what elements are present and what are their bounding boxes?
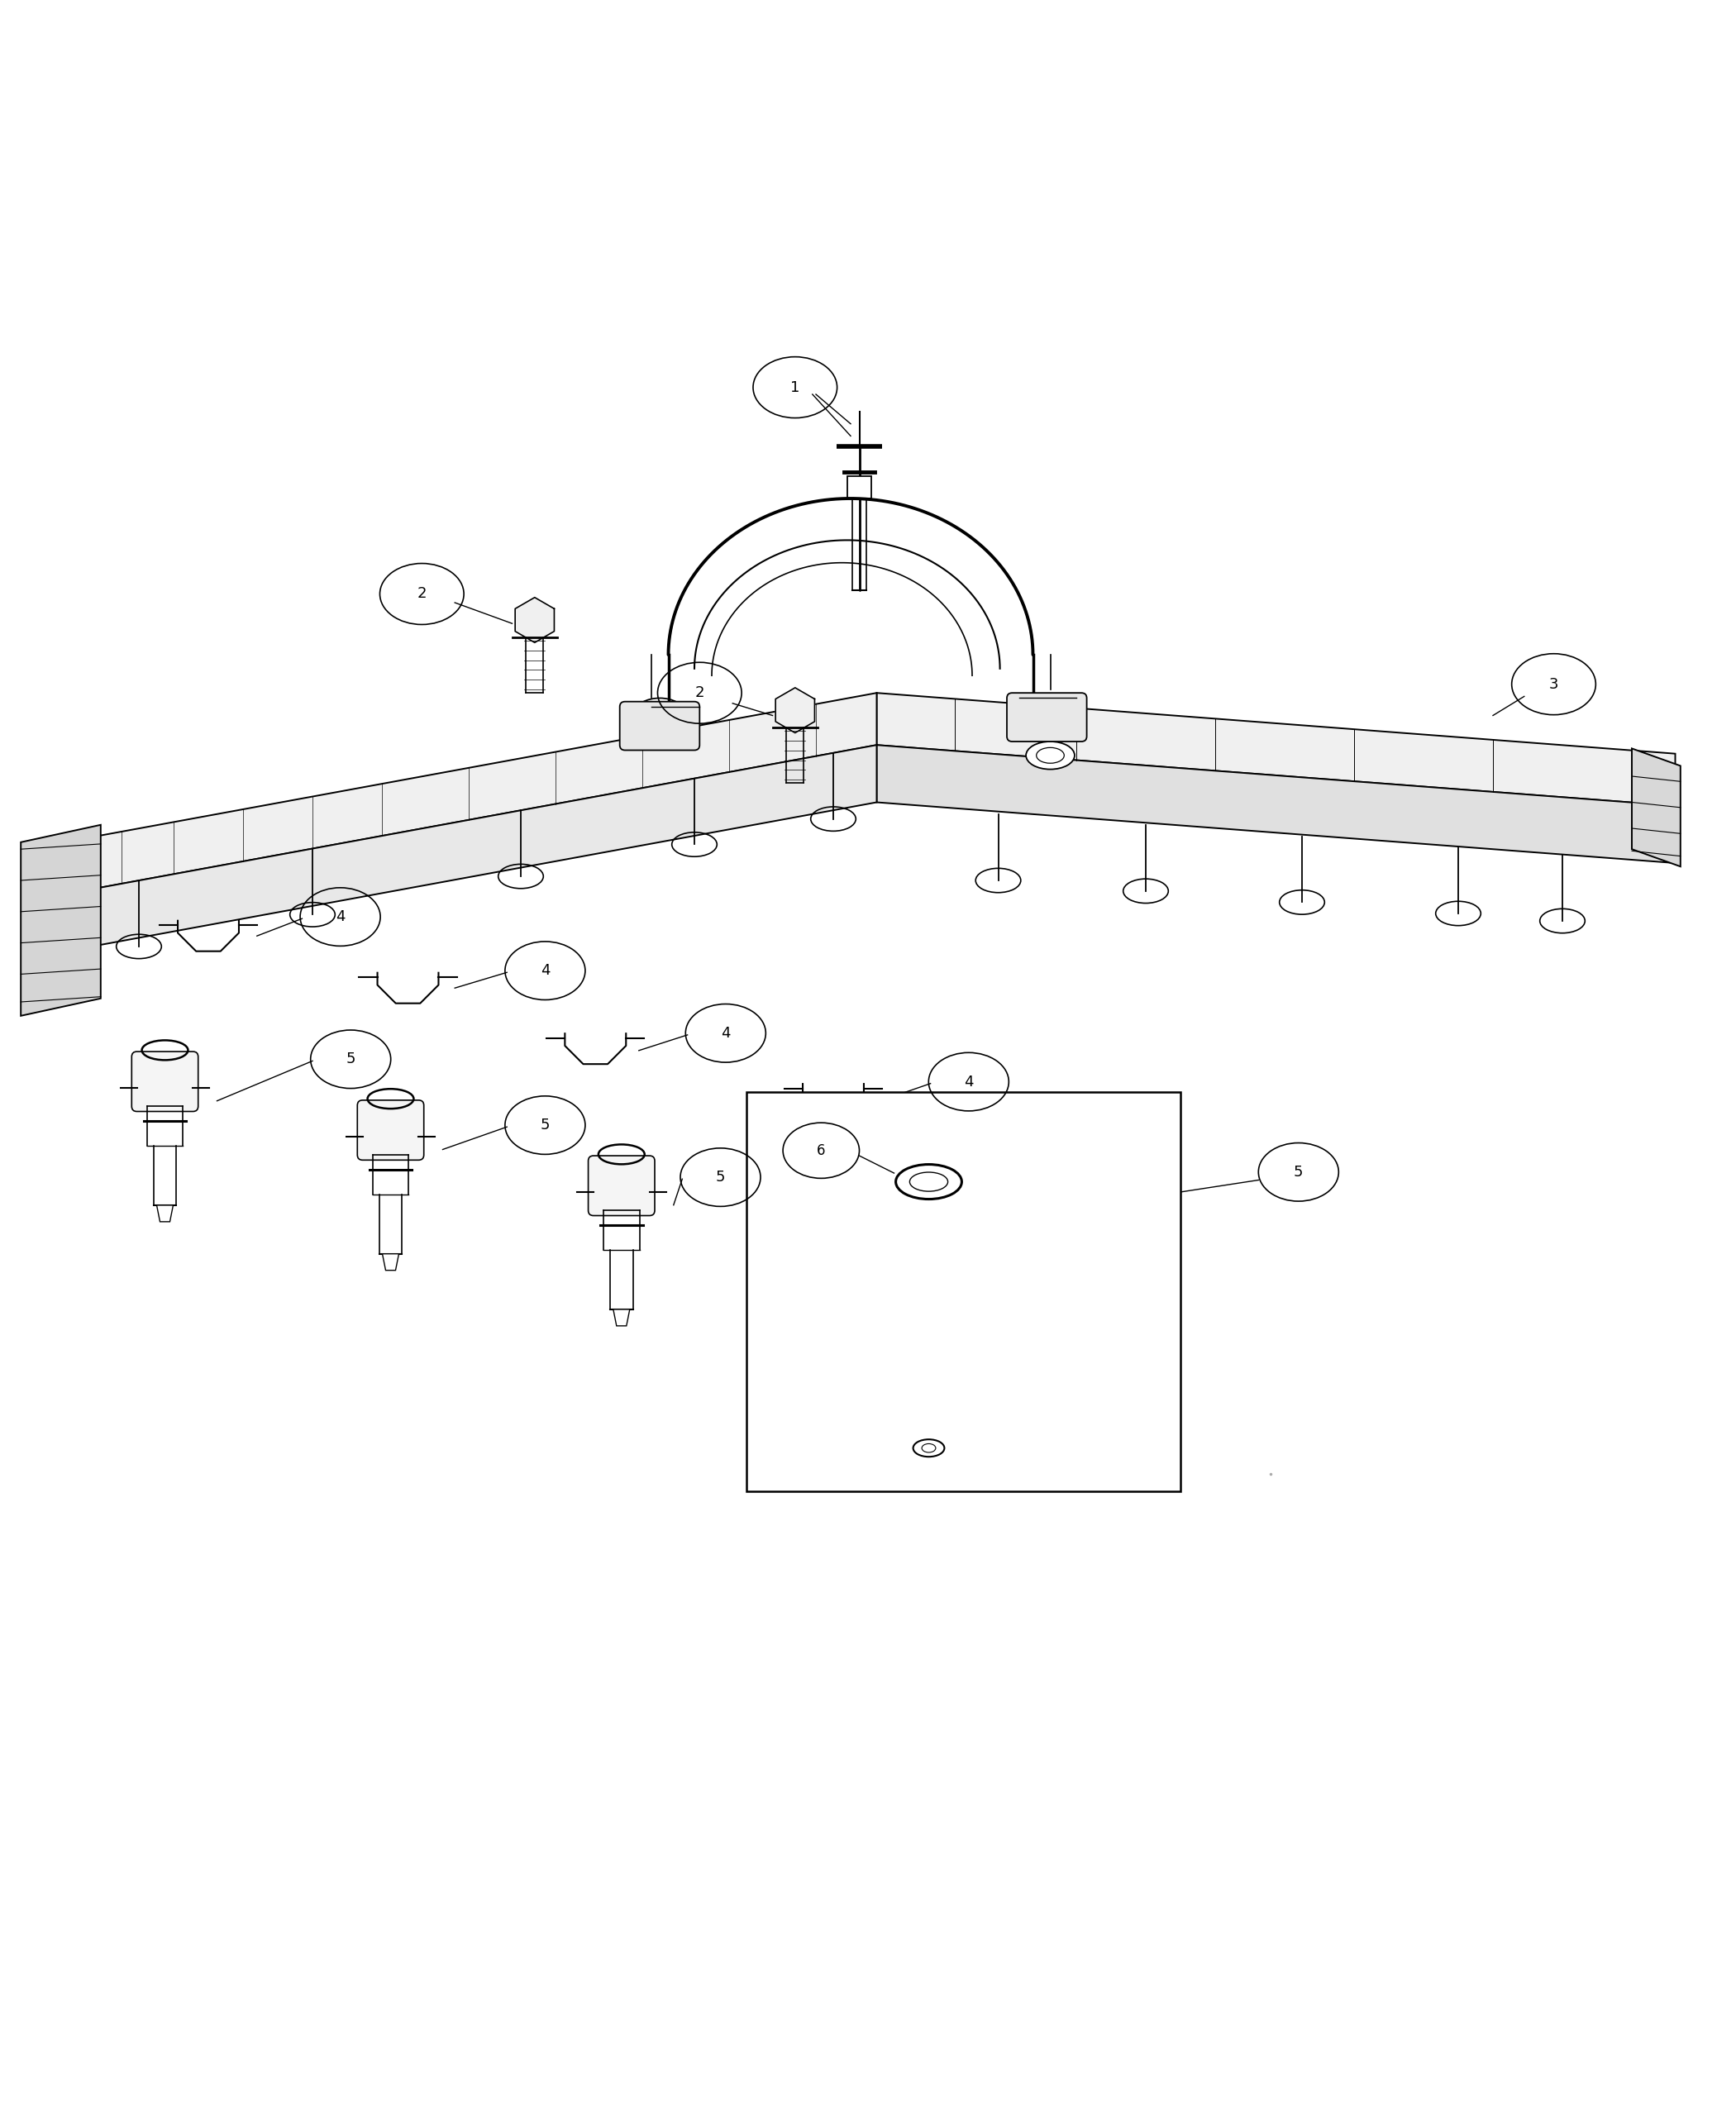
Text: 5: 5 — [345, 1052, 356, 1067]
FancyBboxPatch shape — [1007, 694, 1087, 742]
Polygon shape — [877, 744, 1675, 862]
FancyBboxPatch shape — [132, 1052, 198, 1111]
FancyBboxPatch shape — [898, 1246, 960, 1303]
FancyBboxPatch shape — [589, 1155, 654, 1216]
Text: 1: 1 — [790, 379, 800, 394]
Text: 4: 4 — [720, 1027, 731, 1041]
Polygon shape — [21, 824, 101, 1016]
FancyBboxPatch shape — [620, 702, 700, 750]
Polygon shape — [1632, 748, 1680, 866]
Text: 4: 4 — [335, 909, 345, 923]
Polygon shape — [922, 1389, 936, 1404]
Text: 6: 6 — [818, 1143, 826, 1157]
Ellipse shape — [635, 698, 684, 725]
Ellipse shape — [913, 1440, 944, 1457]
FancyBboxPatch shape — [847, 476, 871, 497]
Polygon shape — [877, 694, 1675, 805]
Polygon shape — [804, 1339, 821, 1353]
Polygon shape — [776, 687, 814, 734]
Text: 5: 5 — [1293, 1164, 1304, 1180]
Text: 5: 5 — [540, 1117, 550, 1132]
Polygon shape — [156, 1206, 174, 1223]
Text: 4: 4 — [540, 963, 550, 978]
Text: 2: 2 — [694, 685, 705, 700]
Text: 3: 3 — [1549, 677, 1559, 691]
Text: 2: 2 — [417, 586, 427, 601]
Polygon shape — [382, 1254, 399, 1271]
FancyBboxPatch shape — [779, 1189, 845, 1248]
Polygon shape — [26, 694, 877, 902]
Text: 4: 4 — [963, 1075, 974, 1090]
Polygon shape — [26, 744, 877, 959]
Ellipse shape — [1026, 742, 1075, 769]
Ellipse shape — [896, 1164, 962, 1199]
FancyBboxPatch shape — [746, 1092, 1180, 1492]
Polygon shape — [516, 597, 554, 643]
Text: 5: 5 — [715, 1170, 726, 1185]
FancyBboxPatch shape — [358, 1100, 424, 1159]
Polygon shape — [613, 1309, 630, 1326]
